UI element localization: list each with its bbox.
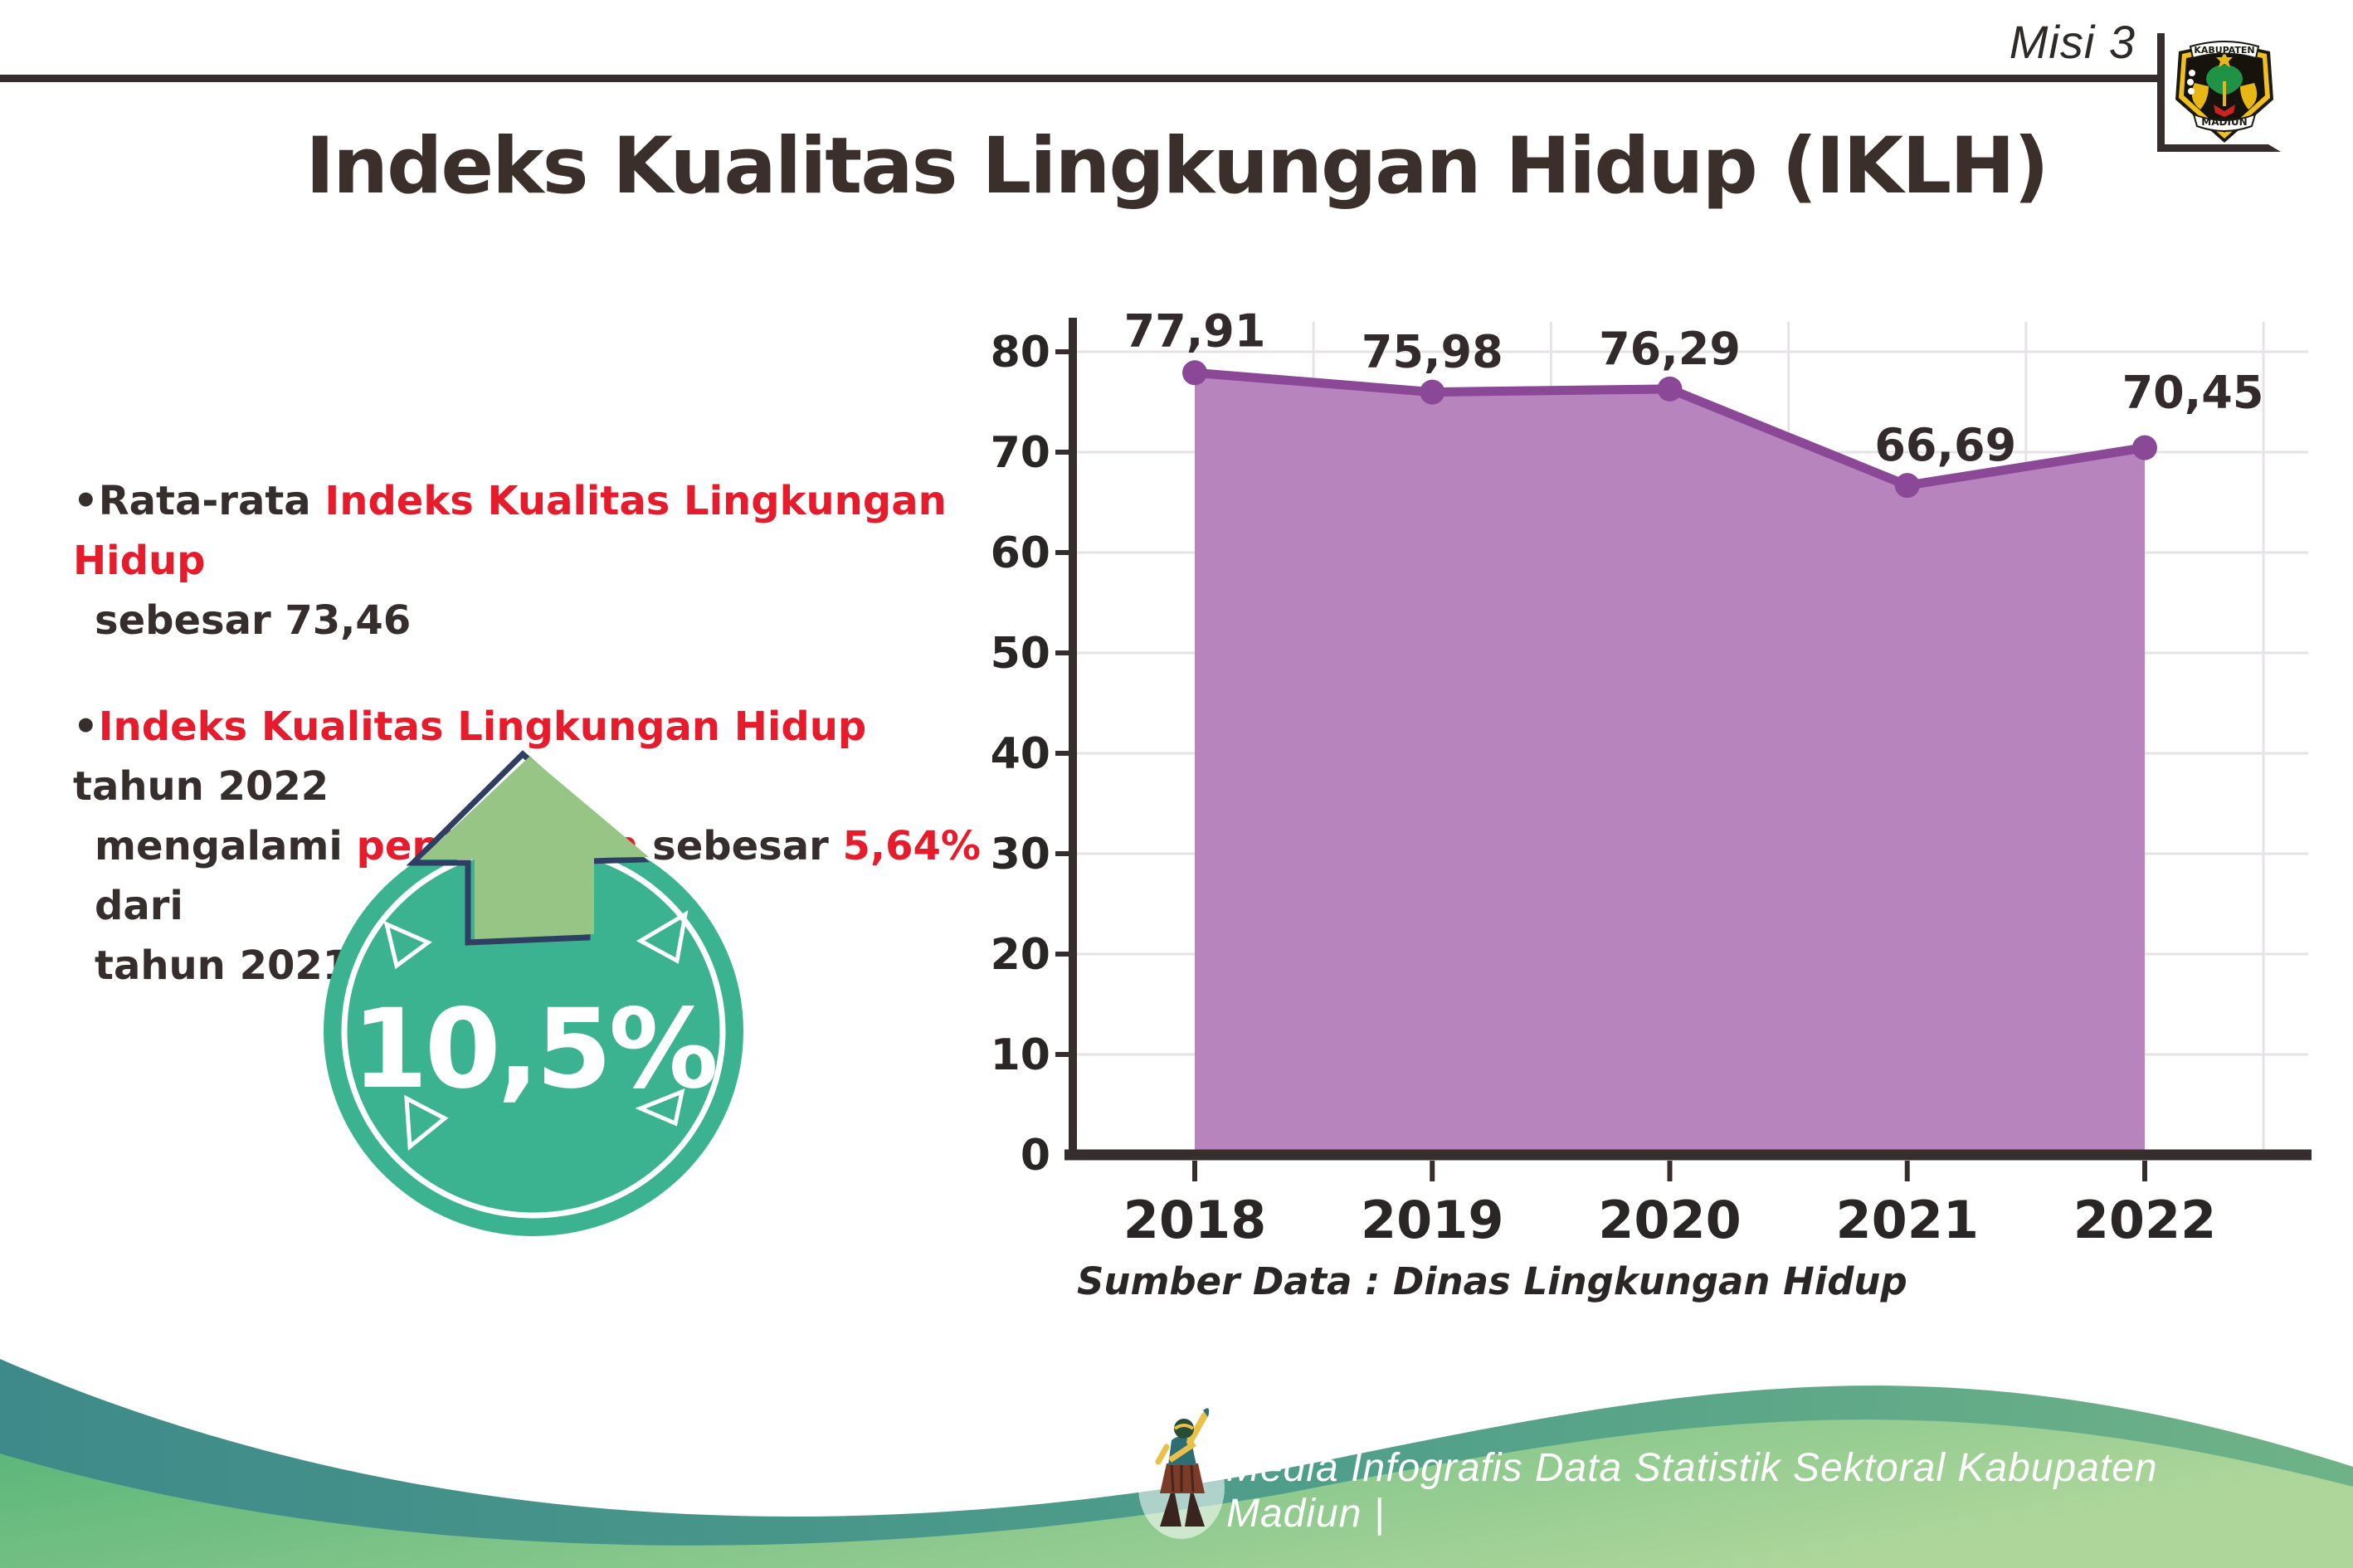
data-label-2019: 75,98: [1362, 326, 1503, 378]
y-tick-label: 20: [991, 930, 1050, 980]
y-tick-label: 30: [991, 830, 1050, 879]
logo-cotton-2: [2187, 79, 2194, 85]
mascot-headband: [1173, 1424, 1195, 1430]
mascot-skirt-stripes: [1170, 1464, 1195, 1493]
header-rule: [0, 75, 2161, 82]
logo-bottom-banner: [2192, 113, 2257, 132]
mascot-leaf: [1203, 1408, 1210, 1417]
mascot-head: [1174, 1419, 1194, 1439]
x-tick-label: 2021: [1835, 1190, 1979, 1250]
iklh-area-chart: 0 10 20 30 40 50 60 70 80 2018 2019 2020 2021 2022 77,…: [991, 304, 2312, 1303]
bullet-average-iklh: •Rata-rata Indeks Kualitas Lingkungan Hi…: [73, 471, 994, 650]
logo-top-banner: [2189, 41, 2260, 60]
data-point-2022: [2132, 435, 2157, 460]
data-label-2018: 77,91: [1124, 304, 1266, 357]
footer-waves: [0, 1359, 2353, 1568]
bullet-text-red: 5,64%: [842, 823, 982, 869]
logo-cotton-1: [2189, 70, 2195, 76]
logo-top-text: KABUPATEN: [2194, 45, 2254, 56]
mission-label: Misi 3: [2009, 16, 2136, 68]
footer-wave-green: [0, 1419, 2353, 1568]
bullet-text: tahun 2021: [95, 942, 351, 989]
spark-triangle-nw: [383, 920, 432, 970]
mascot-leg-right: [1185, 1487, 1205, 1527]
bullet-line: •Indeks Kualitas Lingkungan Hidup tahun …: [73, 697, 994, 816]
growth-badge: 10,5%: [324, 750, 743, 1236]
spark-triangle-se: [635, 1088, 685, 1127]
y-tick-label: 0: [1021, 1131, 1050, 1181]
y-tick-label: 70: [991, 428, 1050, 478]
data-label-2020: 76,29: [1599, 323, 1741, 375]
bullet-line: tahun 2021: [73, 936, 994, 996]
y-tick-label: 50: [991, 629, 1050, 679]
data-label-2021: 66,69: [1874, 419, 2016, 471]
y-tick-label: 10: [991, 1030, 1050, 1080]
bullet-line: •Rata-rata Indeks Kualitas Lingkungan Hi…: [73, 471, 994, 591]
y-tick-label: 40: [991, 729, 1050, 779]
logo-tree-trunk: [2223, 81, 2226, 106]
mascot-arm-left: [1155, 1444, 1170, 1465]
footer-mascot: [1138, 1408, 1225, 1539]
badge-percentage: 10,5%: [352, 986, 716, 1113]
data-point-2021: [1894, 473, 1920, 499]
corner-horizontal-bar: [2161, 144, 2281, 152]
chart-source-note: Sumber Data : Dinas Lingkungan Hidup: [1077, 1259, 1907, 1303]
data-label-2022: 70,45: [2122, 367, 2264, 419]
footer-caption: Media Infografis Data Statistik Sektoral…: [1226, 1446, 2158, 1536]
spark-triangle-sw: [404, 1094, 449, 1151]
page-title: Indeks Kualitas Lingkungan Hidup (IKLH): [305, 121, 2049, 212]
up-arrow-icon: [420, 757, 649, 939]
bullet-line: sebesar 73,46: [73, 591, 994, 650]
logo-wing-left: [2191, 83, 2209, 110]
bullet-dot: •: [73, 478, 99, 524]
spark-triangle-ne: [636, 910, 689, 964]
bullet-text-red: Indeks Kualitas Lingkungan Hidup: [73, 478, 947, 584]
bullet-text: mengalami: [95, 823, 357, 869]
bullet-dot: •: [73, 704, 99, 750]
summary-bullets: •Rata-rata Indeks Kualitas Lingkungan Hi…: [73, 471, 994, 1042]
data-point-2019: [1420, 379, 1445, 405]
bullet-text: sebesar: [638, 823, 843, 869]
mascot-sash: [1168, 1441, 1196, 1463]
mascot-arm-raised: [1186, 1412, 1208, 1445]
bullet-text-red: Indeks Kualitas Lingkungan Hidup: [98, 704, 867, 750]
header-corner-and-logo: KABUPATEN MADIUN: [2157, 33, 2281, 152]
x-tick-label: 2018: [1123, 1190, 1267, 1250]
bullet-text: dari: [95, 883, 183, 929]
x-tick-label: 2019: [1361, 1190, 1504, 1250]
logo-bottom-text: MADIUN: [2201, 116, 2247, 128]
bullet-text: Rata-rata: [98, 478, 325, 524]
bullet-text: sebesar 73,46: [95, 597, 412, 644]
up-arrow-outline: [406, 750, 650, 946]
logo-star: [2216, 51, 2233, 67]
area-fill: [1195, 373, 2145, 1155]
logo-red-ribbon: [2214, 105, 2235, 117]
x-tick-label: 2022: [2073, 1190, 2217, 1250]
corner-vertical-bar: [2157, 33, 2165, 152]
x-tick-label: 2020: [1598, 1190, 1742, 1250]
y-tick-label: 80: [991, 328, 1050, 377]
y-tick-label: 60: [991, 528, 1050, 578]
bullet-text: tahun 2022: [73, 763, 329, 810]
data-point-2020: [1657, 376, 1683, 402]
logo-tree-canopy: [2209, 79, 2239, 95]
mascot-leg-left: [1160, 1485, 1181, 1527]
kabupaten-madiun-logo: KABUPATEN MADIUN: [2175, 41, 2273, 143]
data-point-2018: [1182, 360, 1207, 386]
logo-cotton-3: [2188, 88, 2195, 95]
badge-spark-triangles: [383, 910, 689, 1151]
logo-wing-right: [2240, 83, 2258, 110]
